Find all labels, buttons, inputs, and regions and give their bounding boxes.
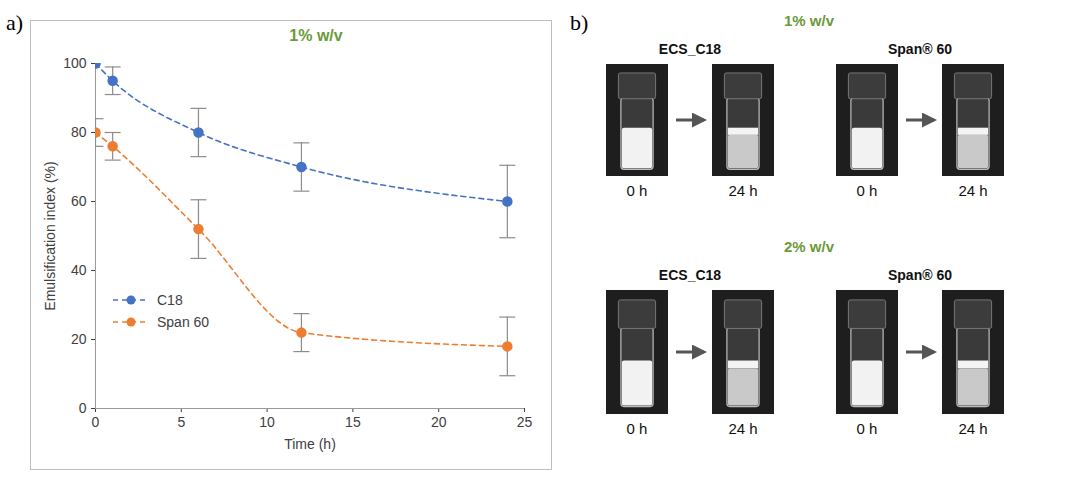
svg-text:ECS_C18: ECS_C18 — [659, 267, 721, 283]
svg-text:1% w/v: 1% w/v — [784, 12, 835, 29]
html-text:C18: C18 — [157, 292, 183, 308]
html-text:1% w/v: 1% w/v — [289, 27, 343, 44]
svg-text:2% w/v: 2% w/v — [784, 238, 835, 255]
svg-text:0: 0 — [92, 414, 100, 430]
svg-text:20: 20 — [71, 331, 87, 347]
svg-text:Span® 60: Span® 60 — [888, 267, 952, 283]
svg-text:100: 100 — [63, 55, 87, 71]
svg-text:0 h: 0 h — [857, 420, 878, 437]
svg-text:24 h: 24 h — [728, 182, 757, 199]
svg-text:0 h: 0 h — [857, 182, 878, 199]
svg-text:Time (h): Time (h) — [284, 436, 336, 452]
svg-text:10: 10 — [259, 414, 275, 430]
svg-text:0 h: 0 h — [627, 182, 648, 199]
svg-text:40: 40 — [71, 262, 87, 278]
html-text:Span 60: Span 60 — [157, 314, 210, 330]
svg-text:60: 60 — [71, 193, 87, 209]
svg-text:15: 15 — [345, 414, 361, 430]
svg-text:24 h: 24 h — [958, 182, 987, 199]
svg-text:20: 20 — [431, 414, 447, 430]
html-text:a): a) — [6, 10, 24, 35]
svg-text:ECS_C18: ECS_C18 — [659, 41, 721, 57]
svg-text:80: 80 — [71, 124, 87, 140]
svg-text:24 h: 24 h — [728, 420, 757, 437]
svg-text:0: 0 — [79, 400, 87, 416]
svg-text:Span® 60: Span® 60 — [888, 41, 952, 57]
svg-text:5: 5 — [177, 414, 185, 430]
svg-text:0 h: 0 h — [627, 420, 648, 437]
svg-text:b): b) — [570, 10, 588, 35]
svg-text:25: 25 — [517, 414, 533, 430]
svg-text:24 h: 24 h — [958, 420, 987, 437]
svg-text:Emulsification index (%): Emulsification index (%) — [42, 161, 58, 310]
